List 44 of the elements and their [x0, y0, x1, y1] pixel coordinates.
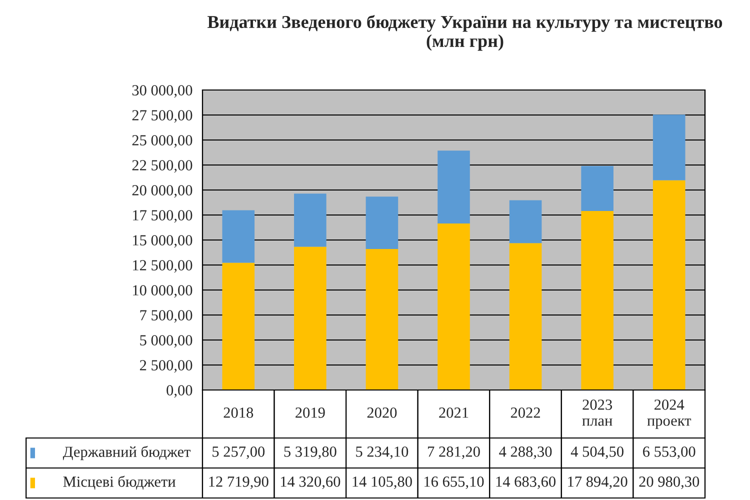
- y-tick-label: 0,00: [166, 385, 192, 398]
- y-tick-label: 27 500,00: [132, 110, 192, 123]
- y-tick-label: 30 000,00: [132, 85, 192, 98]
- legend-label: Місцеві бюджети: [63, 476, 176, 490]
- data-label: 5 319,80: [284, 446, 336, 460]
- data-label: 12 719,90: [209, 476, 268, 490]
- y-tick-label: 17 500,00: [133, 210, 192, 223]
- data-label: 14 105,80: [352, 476, 412, 490]
- y-tick-label: 20 000,00: [132, 185, 192, 198]
- data-label: 20 980,30: [639, 476, 700, 490]
- y-tick-label: 15 000,00: [133, 235, 192, 248]
- x-tick-label: 2018: [224, 408, 254, 418]
- y-tick-label: 12 500,00: [133, 260, 192, 273]
- data-label: 4 288,30: [499, 446, 552, 460]
- y-tick-label: 5 000,00: [140, 335, 192, 348]
- x-tick-label: 2022: [510, 408, 540, 418]
- y-tick-label: 10 000,00: [133, 285, 192, 298]
- bar: [652, 114, 686, 180]
- bar: [294, 194, 326, 247]
- data-label: 5 234,10: [356, 446, 408, 460]
- x-tick-label: 2019: [296, 408, 325, 418]
- y-tick-label: 2 500,00: [140, 360, 192, 373]
- y-tick-label: 22 500,00: [132, 160, 192, 173]
- y-tick-label: 25 000,00: [132, 135, 192, 148]
- x-tick-label: 2023 план: [582, 400, 612, 426]
- data-label: 17 894,20: [568, 476, 628, 490]
- x-tick-label: 2020: [367, 408, 397, 418]
- bar: [366, 196, 398, 249]
- data-label: 4 504,50: [570, 446, 624, 460]
- legend-label: Державний бюджет: [62, 446, 191, 460]
- bar: [581, 166, 614, 212]
- bar: [222, 210, 255, 263]
- data-label: 16 655,10: [424, 476, 484, 490]
- y-tick-label: 7 500,00: [140, 310, 192, 323]
- data-label: 14 683,60: [496, 476, 556, 490]
- bar: [438, 150, 470, 224]
- data-label: 7 281,20: [428, 446, 480, 460]
- data-label: 14 320,60: [280, 476, 340, 490]
- x-tick-label: 2021: [439, 408, 468, 418]
- chart-title: Видатки Зведеного бюджету України на культуру та мистецтво (млн грн): [207, 15, 722, 51]
- x-tick-label: 2024 проект: [647, 400, 692, 429]
- bar: [509, 200, 542, 244]
- data-label: 5 257,00: [212, 446, 265, 460]
- data-label: 6 553,00: [643, 446, 696, 460]
